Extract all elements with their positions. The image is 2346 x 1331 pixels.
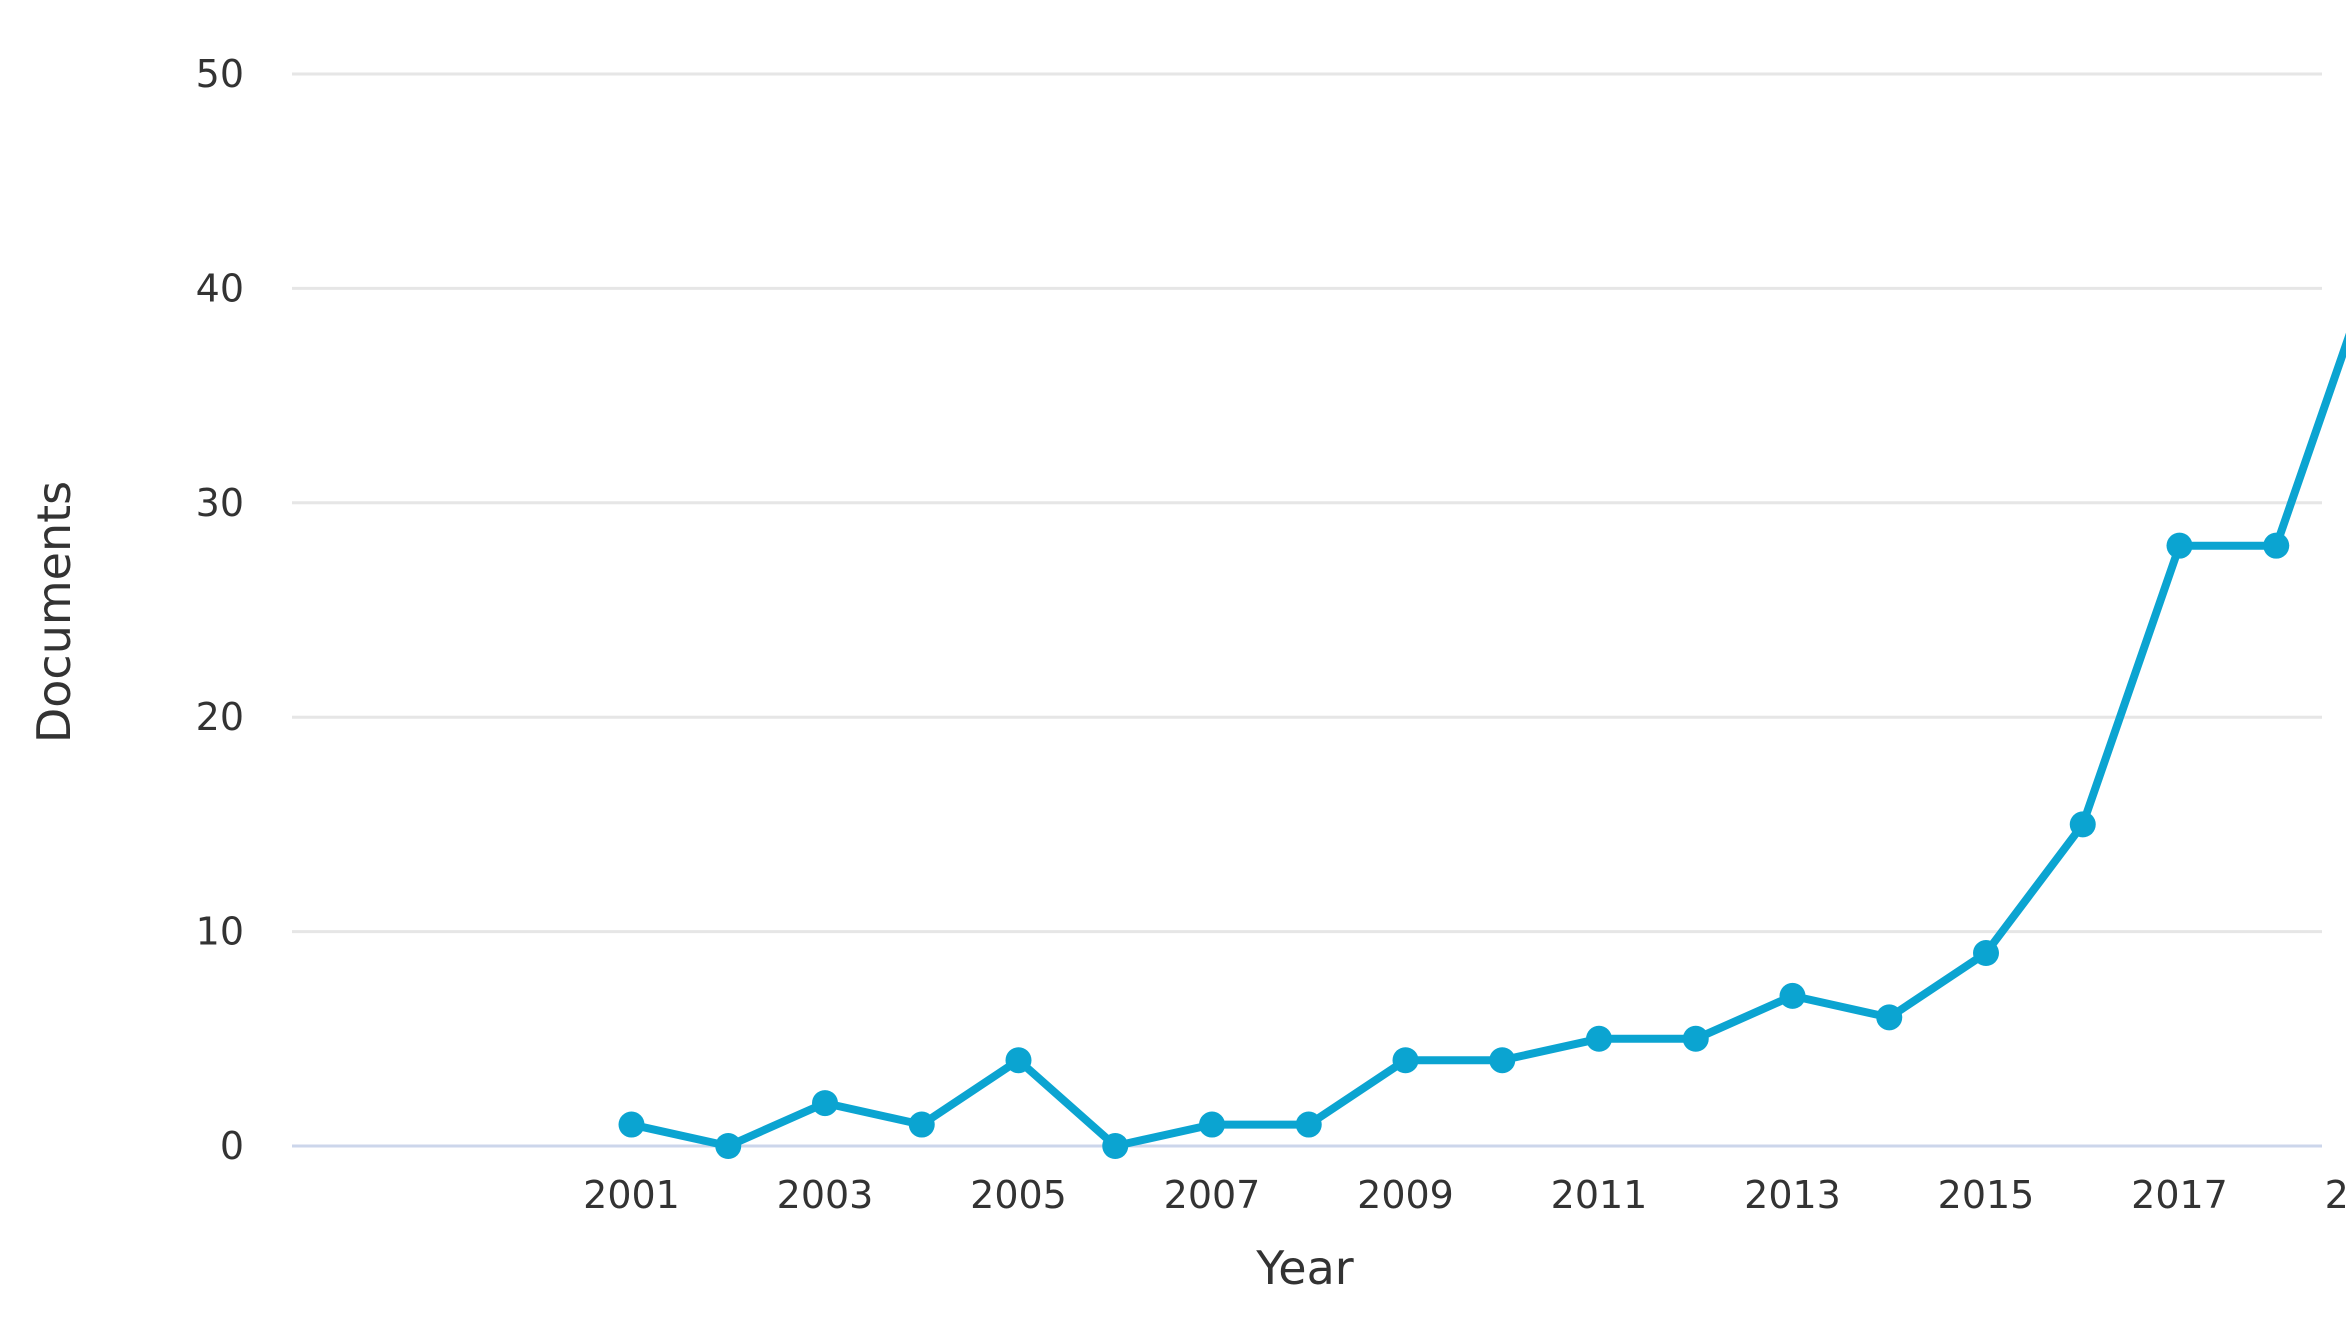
series-line — [627, 332, 2346, 1150]
x-tick-label: 2009 — [1357, 1173, 1454, 1217]
y-tick-label: 10 — [196, 910, 244, 954]
data-point — [1779, 982, 1806, 1009]
data-point — [1102, 1133, 1129, 1159]
grid — [292, 72, 2322, 1148]
data-point — [2263, 532, 2290, 559]
data-points — [618, 532, 2290, 1159]
y-axis-ticks: 0 10 20 30 40 50 — [196, 52, 244, 1168]
data-point — [2166, 532, 2193, 559]
y-tick-label: 30 — [196, 481, 244, 525]
x-tick-label: 2011 — [1551, 1173, 1648, 1217]
y-tick-label: 50 — [196, 52, 244, 96]
data-point — [1876, 1004, 1903, 1031]
x-tick-label: 2003 — [777, 1173, 874, 1217]
data-point — [1586, 1025, 1612, 1052]
x-tick-label: 2001 — [583, 1173, 680, 1217]
y-tick-label: 20 — [196, 695, 244, 739]
y-tick-label: 40 — [196, 266, 244, 310]
data-point — [1973, 940, 1999, 967]
data-point — [715, 1133, 742, 1159]
data-point — [1005, 1047, 1032, 1074]
data-point — [812, 1090, 838, 1117]
x-tick-label: 2015 — [1938, 1173, 2035, 1217]
data-point — [1489, 1047, 1516, 1074]
data-point — [1295, 1111, 1322, 1138]
y-tick-label: 0 — [220, 1124, 244, 1168]
data-point — [1682, 1025, 1709, 1052]
x-tick-label: 2007 — [1164, 1173, 1261, 1217]
data-point — [618, 1111, 645, 1138]
data-point — [2069, 811, 2096, 838]
x-axis-ticks: 2001 2003 2005 2007 2009 2011 2013 2015 2017 2019… — [583, 1173, 2346, 1217]
x-axis-title: Year — [1255, 1241, 1353, 1295]
x-tick-label: 2005 — [970, 1173, 1067, 1217]
data-point — [1199, 1111, 1225, 1138]
data-point — [908, 1111, 935, 1138]
x-tick-label: 2013 — [1744, 1173, 1841, 1217]
x-tick-label: 2017 — [2131, 1173, 2228, 1217]
data-point — [1392, 1047, 1419, 1074]
y-axis-title: Documents — [27, 481, 81, 743]
x-tick-label: 2019 — [2325, 1173, 2346, 1217]
